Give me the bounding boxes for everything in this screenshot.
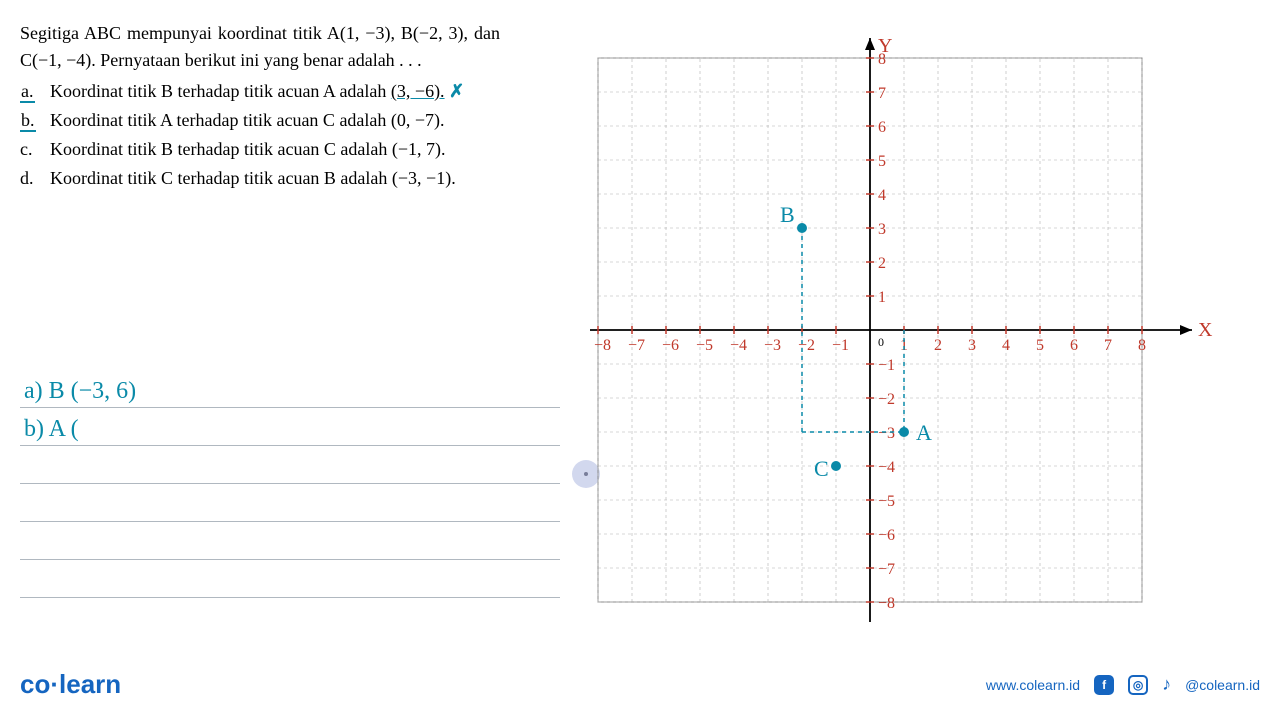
svg-text:−5: −5 (878, 493, 895, 510)
footer-url: www.colearn.id (986, 677, 1080, 693)
option-a-cross-icon: ✗ (449, 81, 464, 101)
svg-text:3: 3 (968, 337, 976, 354)
svg-text:−8: −8 (878, 595, 895, 612)
option-label-a: a. (20, 81, 35, 103)
svg-text:2: 2 (878, 255, 886, 272)
svg-text:−3: −3 (878, 425, 895, 442)
svg-text:2: 2 (934, 337, 942, 354)
svg-text:−3: −3 (764, 337, 781, 354)
svg-text:−5: −5 (696, 337, 713, 354)
svg-text:B: B (780, 202, 795, 227)
option-b: b. Koordinat titik A terhadap titik acua… (20, 107, 500, 134)
svg-text:Y: Y (878, 35, 892, 57)
brand-logo: co·learn (20, 669, 121, 700)
svg-text:−6: −6 (662, 337, 679, 354)
svg-text:7: 7 (1104, 337, 1112, 354)
svg-text:5: 5 (1036, 337, 1044, 354)
svg-text:1: 1 (878, 289, 886, 306)
svg-text:−4: −4 (878, 459, 895, 476)
svg-text:A: A (916, 420, 932, 445)
question-intro: Segitiga ABC mempunyai koordinat titik A… (20, 20, 500, 74)
work-line-1: a) B (−3, 6) (20, 378, 136, 405)
instagram-icon: ◎ (1128, 675, 1148, 695)
option-d-text: Koordinat titik C terhadap titik acuan B… (50, 165, 500, 192)
svg-text:6: 6 (1070, 337, 1078, 354)
svg-text:7: 7 (878, 85, 886, 102)
option-c-text: Koordinat titik B terhadap titik acuan C… (50, 136, 500, 163)
options-list: a. Koordinat titik B terhadap titik acua… (20, 78, 500, 192)
work-line-2: b) A ( (20, 416, 79, 443)
option-a-bracket: (3, −6). (391, 81, 445, 101)
svg-text:0: 0 (878, 335, 884, 349)
tiktok-icon: ♪ (1162, 674, 1171, 695)
option-b-text: Koordinat titik A terhadap titik acuan C… (50, 107, 500, 134)
svg-text:−2: −2 (798, 337, 815, 354)
footer: co·learn www.colearn.id f ◎ ♪ @colearn.i… (20, 669, 1260, 700)
svg-text:−6: −6 (878, 527, 895, 544)
option-c: c. Koordinat titik B terhadap titik acua… (20, 136, 500, 163)
facebook-icon: f (1094, 675, 1114, 695)
svg-text:−8: −8 (594, 337, 611, 354)
svg-text:4: 4 (1002, 337, 1010, 354)
svg-text:X: X (1198, 319, 1213, 341)
svg-text:−2: −2 (878, 391, 895, 408)
work-area: a) B (−3, 6) b) A ( (20, 370, 560, 598)
option-a: a. Koordinat titik B terhadap titik acua… (20, 78, 500, 105)
coordinate-graph: −8−7−6−5−4−3−2−1012345678−8−7−6−5−4−3−2−… (590, 20, 1250, 640)
svg-text:−4: −4 (730, 337, 747, 354)
svg-text:−1: −1 (832, 337, 849, 354)
svg-text:−7: −7 (878, 561, 895, 578)
svg-text:6: 6 (878, 119, 886, 136)
option-a-text: Koordinat titik B terhadap titik acuan A… (50, 81, 391, 101)
svg-text:3: 3 (878, 221, 886, 238)
footer-handle: @colearn.id (1185, 677, 1260, 693)
option-label-d: d. (20, 165, 50, 192)
svg-text:−7: −7 (628, 337, 645, 354)
svg-text:C: C (814, 456, 829, 481)
svg-text:4: 4 (878, 187, 886, 204)
option-label-b: b. (20, 110, 36, 132)
svg-text:−1: −1 (878, 357, 895, 374)
svg-text:8: 8 (1138, 337, 1146, 354)
option-d: d. Koordinat titik C terhadap titik acua… (20, 165, 500, 192)
option-label-c: c. (20, 136, 50, 163)
svg-text:5: 5 (878, 153, 886, 170)
